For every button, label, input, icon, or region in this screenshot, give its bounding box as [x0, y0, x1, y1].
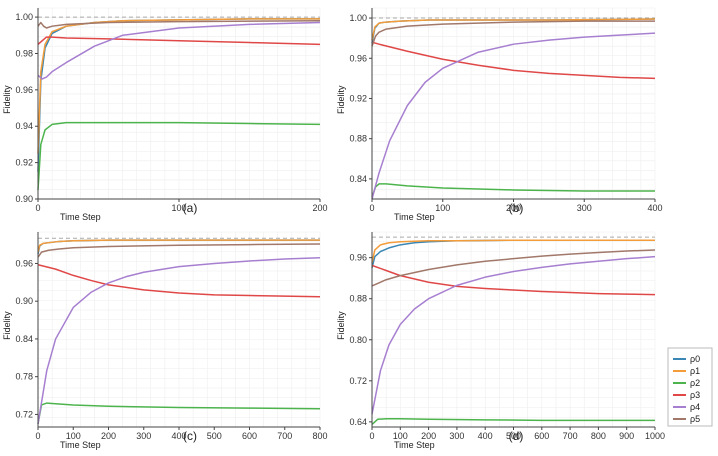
series-line-4-2: [371, 418, 655, 425]
series-line-2-3: [371, 41, 656, 80]
panel-label: (b): [509, 201, 524, 215]
y-tick-label: 0.92: [349, 93, 367, 103]
panel-label: (c): [183, 429, 197, 443]
y-tick-label: 0.92: [15, 158, 33, 168]
y-tick-label: 0.96: [349, 53, 367, 63]
x-tick-label: 400: [171, 431, 186, 441]
panel-4: 0.64 0.72 0.80 0.88 0.96 0 100 200 300 400 500 600 7…: [336, 231, 665, 450]
x-axis-label: Time Step: [60, 440, 101, 450]
y-tick-label: 0.80: [349, 335, 367, 345]
series-line-3-5: [37, 243, 321, 258]
y-tick-label: 0.96: [349, 253, 367, 263]
series-line-4-4: [371, 255, 656, 415]
panel-label: (d): [509, 429, 524, 443]
x-tick-label: 200: [101, 431, 116, 441]
x-tick-label: 800: [312, 431, 327, 441]
x-axis-label: Time Step: [60, 212, 101, 222]
series-line-2-4: [371, 32, 656, 200]
y-tick-label: 0.98: [15, 48, 33, 58]
x-tick-label: 800: [591, 431, 606, 441]
x-tick-label: 600: [242, 431, 257, 441]
x-tick-label: 100: [66, 431, 81, 441]
y-axis-label: Fidelity: [2, 85, 12, 114]
series-line-4-5: [371, 249, 656, 287]
series-line-4-3: [371, 264, 656, 296]
x-tick-label: 100: [393, 431, 408, 441]
legend-entry-label: ρ3: [690, 390, 700, 400]
legend-entry-label: ρ5: [690, 414, 700, 424]
x-tick-label: 900: [619, 431, 634, 441]
series-line-1-2: [37, 121, 321, 190]
legend: ρ0 ρ1 ρ2 ρ3 ρ4 ρ5: [667, 347, 713, 427]
legend-entry-label: ρ0: [690, 354, 700, 364]
y-tick-label: 0.78: [15, 372, 33, 382]
y-tick-label: 0.84: [349, 174, 367, 184]
series-line-2-5: [371, 20, 655, 47]
x-tick-label: 500: [207, 431, 222, 441]
series-line-2-2: [371, 183, 655, 198]
x-tick-label: 1000: [645, 431, 665, 441]
x-axis-label: Time Step: [394, 440, 435, 450]
y-tick-label: 0.72: [349, 376, 367, 386]
x-tick-label: 200: [506, 203, 521, 213]
y-tick-label: 1.00: [15, 12, 33, 22]
x-tick-label: 200: [312, 203, 327, 213]
legend-box: [667, 347, 713, 427]
x-tick-label: 700: [277, 431, 292, 441]
y-tick-label: 0.84: [15, 334, 33, 344]
series-line-1-3: [37, 36, 321, 46]
x-tick-label: 100: [171, 203, 186, 213]
x-tick-label: 300: [136, 431, 151, 441]
legend-entry-label: ρ1: [690, 366, 700, 376]
series-line-3-1: [37, 239, 320, 253]
series-line-3-2: [37, 402, 321, 424]
y-tick-label: 0.94: [15, 121, 33, 131]
series-line-1-4: [37, 21, 321, 80]
x-tick-label: 300: [449, 431, 464, 441]
x-tick-label: 300: [577, 203, 592, 213]
x-tick-label: 400: [647, 203, 662, 213]
x-tick-label: 600: [534, 431, 549, 441]
x-tick-label: 0: [369, 203, 374, 213]
y-tick-label: 0.90: [15, 194, 33, 204]
y-tick-label: 0.64: [349, 417, 367, 427]
y-tick-label: 0.96: [15, 85, 33, 95]
x-tick-label: 0: [35, 203, 40, 213]
series-line-1-5: [37, 19, 321, 29]
x-axis-label: Time Step: [394, 212, 435, 222]
y-tick-label: 0.88: [349, 294, 367, 304]
x-tick-label: 0: [35, 431, 40, 441]
series-line-3-4: [37, 257, 321, 424]
y-tick-label: 0.72: [15, 409, 33, 419]
x-tick-label: 0: [369, 431, 374, 441]
x-tick-label: 500: [506, 431, 521, 441]
y-tick-label: 0.96: [15, 258, 33, 268]
x-tick-label: 700: [563, 431, 578, 441]
y-tick-label: 0.88: [349, 134, 367, 144]
y-tick-label: 1.00: [349, 13, 367, 23]
panel-1: 0.90 0.92 0.94 0.96 0.98 1.00 0 100 200 Time Step…: [2, 7, 328, 222]
y-axis-label: Fidelity: [336, 311, 346, 340]
x-tick-label: 400: [478, 431, 493, 441]
panel-2: 0.84 0.88 0.92 0.96 1.00 0 100 200 300 400 Time St…: [336, 7, 663, 222]
panel-label: (a): [183, 201, 198, 215]
panel-3: 0.72 0.78 0.84 0.90 0.96 0 100 200 300 400 500 600 7…: [2, 231, 328, 450]
series-line-2-1: [371, 18, 656, 41]
x-tick-label: 100: [435, 203, 450, 213]
y-axis-label: Fidelity: [336, 85, 346, 114]
legend-entry-label: ρ4: [690, 402, 700, 412]
y-axis-label: Fidelity: [2, 311, 12, 340]
y-tick-label: 0.90: [15, 296, 33, 306]
legend-entry-label: ρ2: [690, 378, 700, 388]
series-line-3-3: [37, 263, 321, 298]
x-tick-label: 200: [421, 431, 436, 441]
series-line-4-1: [371, 239, 655, 263]
